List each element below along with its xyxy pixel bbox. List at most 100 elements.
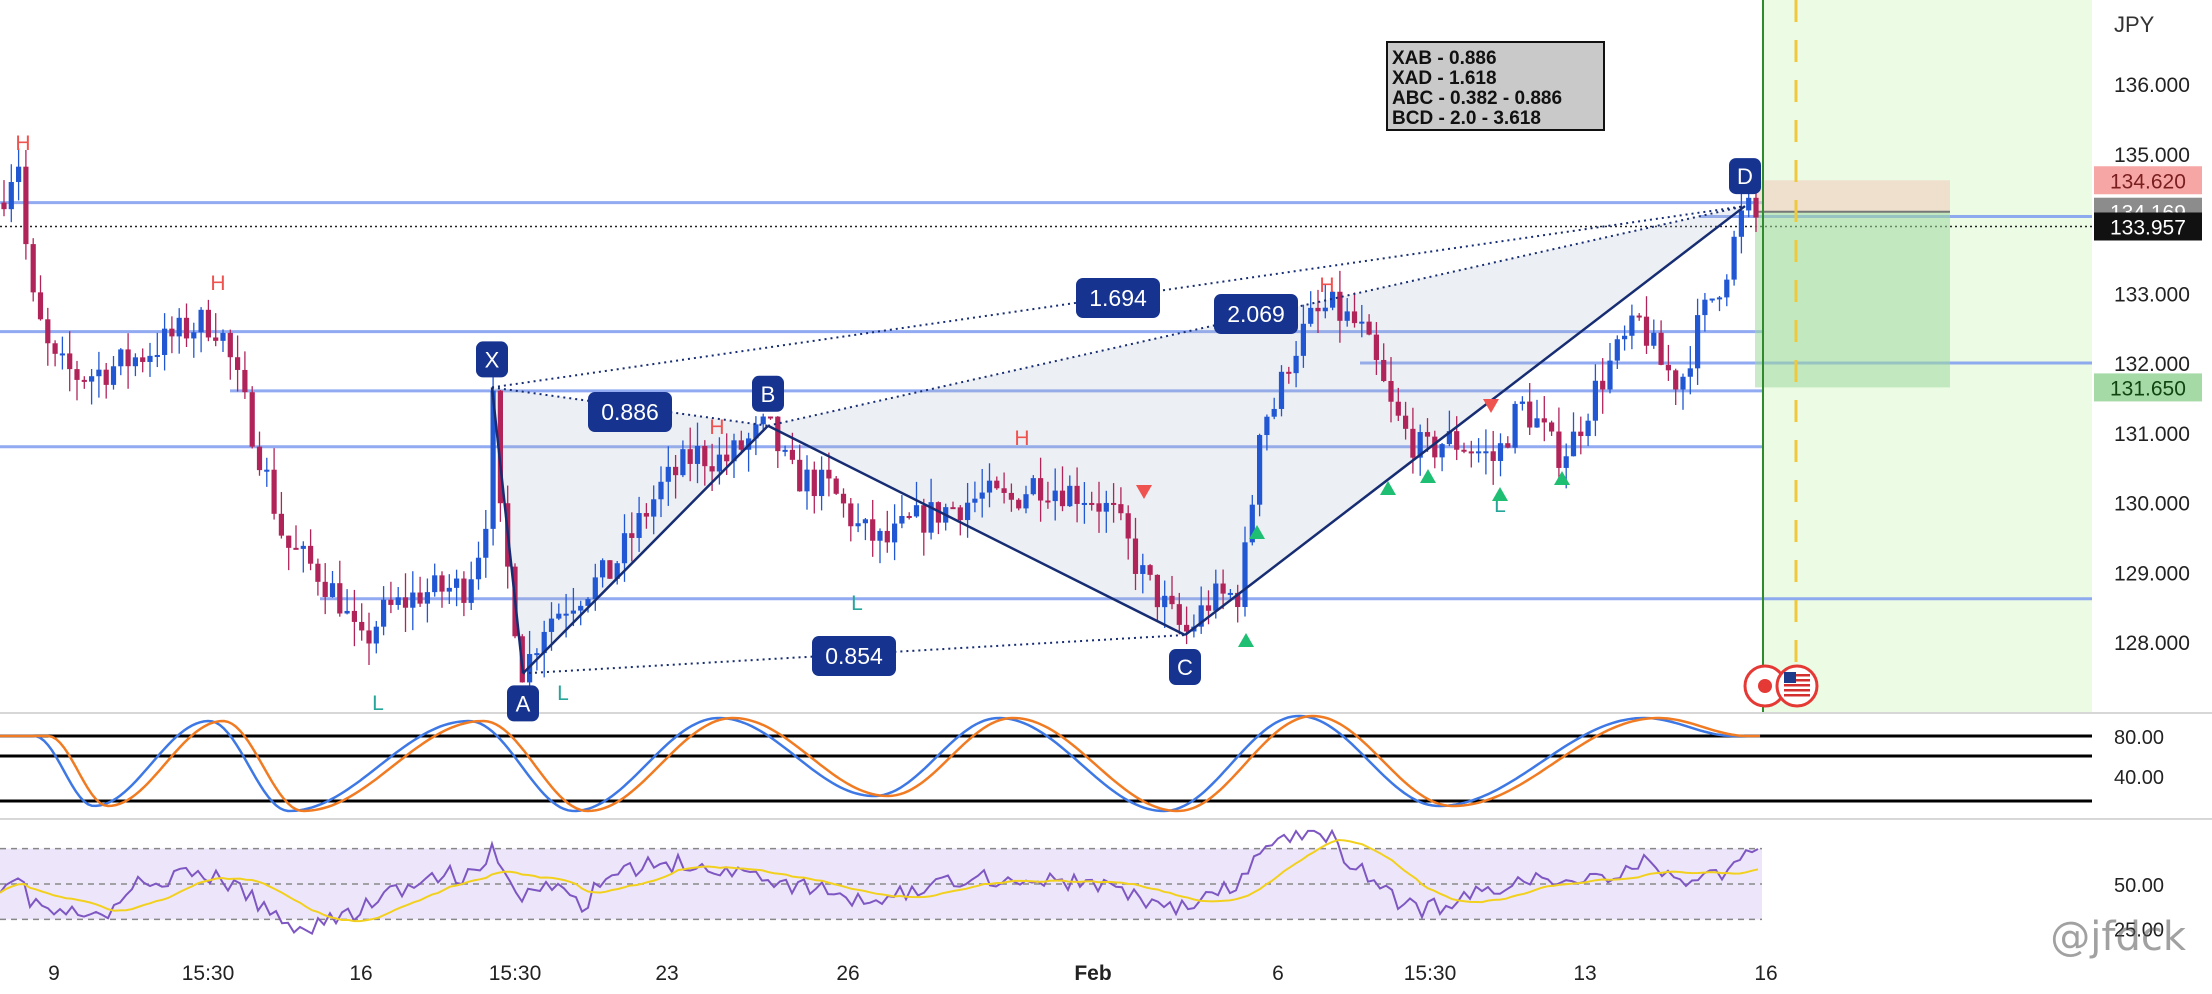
candle-body <box>1432 436 1438 458</box>
take-profit-zone <box>1755 211 1950 388</box>
buy-signal-arrow <box>1249 525 1265 539</box>
ratio-label: 2.069 <box>1227 301 1285 327</box>
candle-body <box>767 416 774 419</box>
candle-body <box>673 466 679 476</box>
candle-body <box>1242 542 1248 608</box>
ratio-label: 0.886 <box>601 399 659 425</box>
candle-body <box>176 317 182 337</box>
pivot-high-label: H <box>1014 427 1029 450</box>
buy-signal-arrow <box>1238 633 1254 647</box>
candle-body <box>278 513 284 536</box>
candle-body <box>271 469 277 514</box>
candle-body <box>1103 502 1109 512</box>
candle-body <box>585 599 591 606</box>
candle-body <box>651 499 657 517</box>
candle-body <box>337 583 343 614</box>
candle-body <box>118 349 124 367</box>
candle-body <box>1446 431 1452 445</box>
candle-body <box>1563 456 1569 468</box>
candle-body <box>1337 291 1343 321</box>
candle-body <box>1213 583 1219 611</box>
candle-body <box>1162 595 1168 608</box>
candle-body <box>570 610 576 614</box>
ratio-line-bd <box>767 205 1746 427</box>
candle-body <box>220 332 226 341</box>
candle-body <box>1205 605 1212 611</box>
candle-body <box>45 319 51 344</box>
candle-body <box>1673 370 1679 390</box>
candle-body <box>74 369 80 380</box>
ratio-label-box <box>1076 278 1160 318</box>
candle-body <box>636 513 642 538</box>
time-tick-label: 9 <box>48 962 60 985</box>
candle-body <box>1023 494 1029 509</box>
candle-body <box>607 560 613 579</box>
candle-body <box>81 379 87 382</box>
candle-body <box>249 392 255 447</box>
candle-body <box>147 355 153 362</box>
candle-body <box>1096 503 1102 512</box>
candle-body <box>1753 197 1759 218</box>
candle-body <box>1738 210 1744 237</box>
candle-body <box>1001 488 1007 493</box>
candle-body <box>30 244 36 293</box>
rsi-line <box>0 828 1759 936</box>
candle-body <box>89 376 95 382</box>
stoch-d-line <box>0 714 1760 813</box>
candle-body <box>760 416 766 425</box>
candle-body <box>753 424 759 439</box>
candle-body <box>789 449 795 460</box>
price-tick-label: 135.000 <box>2114 144 2190 167</box>
candle-body <box>1220 583 1226 594</box>
leg-cd <box>1184 205 1746 637</box>
candle-body <box>716 454 722 472</box>
candle-body <box>1184 624 1190 632</box>
candle-body <box>125 349 131 367</box>
time-tick-label: 15:30 <box>489 962 542 985</box>
watermark: @jfdck <box>2050 914 2186 960</box>
price-tag-label: 131.650 <box>2110 377 2186 400</box>
candle-body <box>1505 443 1511 448</box>
price-tag-label: 133.957 <box>2110 216 2186 239</box>
candle-body <box>665 466 671 482</box>
candle-body <box>23 166 29 245</box>
candle-body <box>169 328 175 337</box>
pivot-high-label: H <box>15 132 30 155</box>
candle-body <box>877 530 883 541</box>
candle-body <box>833 478 839 494</box>
candle-body <box>322 581 328 597</box>
candle-body <box>242 369 248 393</box>
candle-body <box>1169 595 1175 605</box>
candle-body <box>913 505 920 517</box>
candle-body <box>1395 401 1401 416</box>
candle-body <box>1454 431 1460 450</box>
candle-body <box>1111 502 1117 505</box>
candle-body <box>1629 315 1635 336</box>
candle-body <box>1052 490 1058 502</box>
candle-body <box>862 519 868 524</box>
candle-body <box>103 369 109 385</box>
candle-body <box>687 449 693 464</box>
candle-body <box>1059 490 1066 507</box>
price-tag-box <box>2094 373 2202 402</box>
candle-body <box>548 618 555 632</box>
candle-body <box>1278 371 1285 409</box>
price-tag-box <box>2094 166 2202 195</box>
candle-body <box>52 343 58 354</box>
candle-body <box>402 597 409 608</box>
candle-body <box>1067 485 1073 507</box>
candle-body <box>67 353 73 370</box>
candle-body <box>16 166 22 183</box>
candle-body <box>1344 311 1350 321</box>
pivot-low-label: L <box>1494 494 1506 517</box>
price-tag-box <box>2094 212 2202 241</box>
candle-body <box>892 523 898 543</box>
candle-body <box>162 328 168 355</box>
candle-body <box>1658 332 1664 365</box>
candle-body <box>1461 449 1467 452</box>
candle-body <box>132 357 138 367</box>
candle-body <box>1724 279 1730 298</box>
candle-body <box>315 563 321 582</box>
candle-body <box>454 578 460 588</box>
candle-body <box>213 337 219 341</box>
